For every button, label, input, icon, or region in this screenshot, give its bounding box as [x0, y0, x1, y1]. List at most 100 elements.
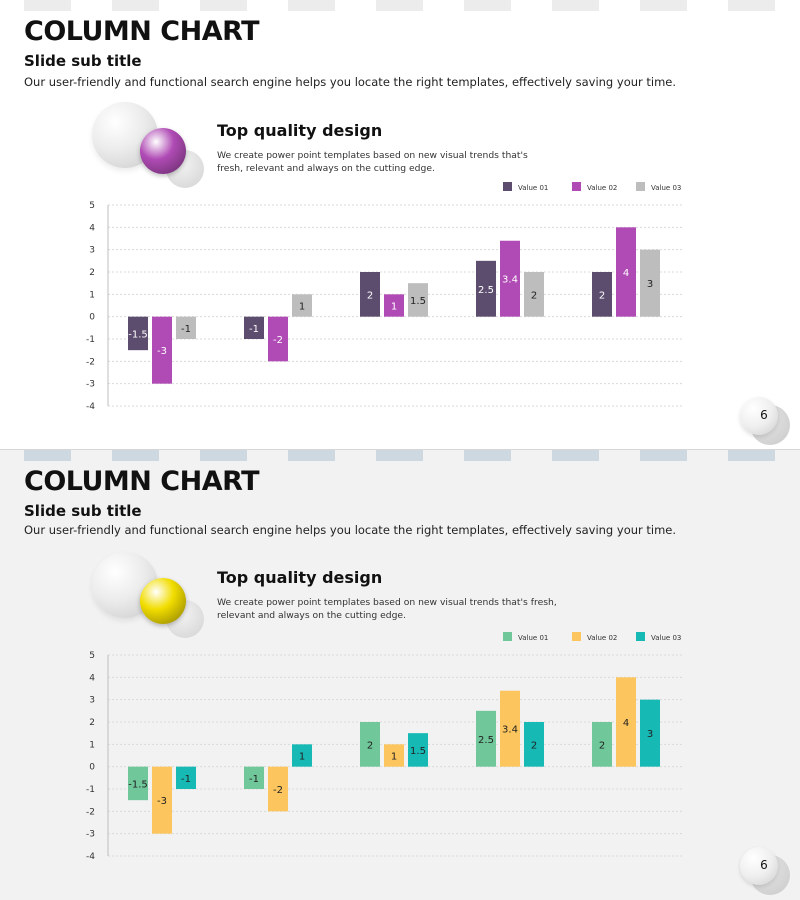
top-bar-segment — [112, 450, 159, 461]
y-tick-label: -3 — [86, 830, 95, 840]
legend-swatch — [503, 182, 512, 191]
bar-value-01 — [476, 260, 496, 317]
y-tick-label: 0 — [89, 313, 95, 323]
data-label: 2 — [531, 740, 537, 751]
data-label: 3.4 — [502, 275, 518, 286]
block-text: We create power point templates based on… — [217, 150, 528, 174]
slide-subtitle: Slide sub title — [24, 502, 142, 520]
bar-value-02 — [500, 240, 520, 317]
y-tick-label: 1 — [89, 740, 95, 750]
top-decoration-bar — [0, 450, 800, 461]
bar-value-02 — [268, 316, 288, 362]
y-tick-label: -1 — [86, 335, 95, 345]
data-label: 1 — [391, 752, 397, 763]
data-label: 3 — [647, 729, 653, 740]
data-label: 2.5 — [478, 285, 494, 296]
bar-value-03 — [176, 766, 196, 789]
legend-swatch — [503, 632, 512, 641]
slide-title: COLUMN CHART — [24, 16, 260, 47]
y-tick-label: 0 — [89, 763, 95, 773]
bar-value-03 — [524, 272, 544, 317]
data-label: 2 — [367, 290, 373, 301]
data-label: -1 — [249, 324, 259, 335]
column-chart-2: 5 4 3 2 1 0 -1 -2 -3 -4 Value 01 Value 02 Value 03 -1… — [86, 632, 684, 862]
top-bar-segment — [376, 0, 423, 11]
bar-value-02 — [152, 316, 172, 384]
y-tick-label: 5 — [89, 651, 95, 661]
y-tick-label: 3 — [89, 246, 95, 256]
slide-description: Our user-friendly and functional search … — [24, 523, 677, 537]
y-tick-label: -4 — [86, 852, 95, 862]
top-bar-segment — [288, 0, 335, 11]
legend-label: Value 01 — [518, 634, 548, 642]
y-tick-label: 5 — [89, 201, 95, 211]
data-label: -3 — [157, 796, 167, 807]
bar-value-02 — [268, 766, 288, 812]
data-label: 1 — [391, 302, 397, 313]
data-label: 1.5 — [410, 296, 426, 307]
block-title: Top quality design — [217, 568, 383, 587]
bar-value-03 — [640, 699, 660, 767]
legend-label: Value 02 — [587, 634, 617, 642]
bar-value-03 — [640, 249, 660, 317]
bar-value-01 — [360, 722, 380, 767]
top-bar-segment — [24, 450, 71, 461]
data-label: 1 — [299, 302, 305, 313]
page-number-badge: 6 — [738, 847, 792, 895]
top-bar-segment — [728, 450, 775, 461]
y-tick-label: 3 — [89, 696, 95, 706]
slide-1: COLUMN CHART Slide sub title Our user-fr… — [0, 0, 800, 450]
legend-label: Value 01 — [518, 184, 548, 192]
bar-value-01 — [244, 316, 264, 339]
slide-title: COLUMN CHART — [24, 466, 260, 497]
bar-value-03 — [408, 283, 428, 317]
slide-description: Our user-friendly and functional search … — [24, 75, 677, 89]
top-bar-segment — [640, 450, 687, 461]
slide-2: COLUMN CHART Slide sub title Our user-fr… — [0, 450, 800, 900]
data-label: -1 — [249, 774, 259, 785]
badge-sphere-icon — [740, 847, 778, 885]
decorative-spheres — [88, 98, 218, 198]
data-label: -2 — [273, 335, 283, 346]
data-label: 1.5 — [410, 746, 426, 757]
bar-value-03 — [524, 722, 544, 767]
bar-value-01 — [592, 722, 612, 767]
y-tick-label: -2 — [86, 807, 95, 817]
top-bar-segment — [24, 0, 71, 11]
data-label: 2 — [367, 740, 373, 751]
bar-value-01 — [592, 272, 612, 317]
page-number: 6 — [760, 858, 768, 872]
y-tick-label: -3 — [86, 380, 95, 390]
legend-swatch — [572, 182, 581, 191]
legend-swatch — [572, 632, 581, 641]
data-label: 4 — [623, 718, 629, 729]
block-text: We create power point templates based on… — [217, 597, 557, 621]
bar-value-03 — [292, 744, 312, 767]
bar-value-02 — [616, 677, 636, 767]
decorative-spheres — [88, 548, 218, 648]
top-bar-segment — [112, 0, 159, 11]
accent-sphere-icon — [140, 578, 186, 624]
top-bar-segment — [200, 0, 247, 11]
bar-value-01 — [360, 272, 380, 317]
page-number-badge: 6 — [738, 397, 792, 445]
data-label: -1 — [181, 324, 191, 335]
bar-value-03 — [292, 294, 312, 317]
page-number: 6 — [760, 408, 768, 422]
legend-label: Value 03 — [651, 184, 681, 192]
y-tick-label: 1 — [89, 290, 95, 300]
y-tick-label: -4 — [86, 402, 95, 412]
accent-sphere-icon — [140, 128, 186, 174]
bar-value-02 — [500, 690, 520, 767]
bar-value-01 — [128, 766, 148, 801]
bar-value-01 — [244, 766, 264, 789]
y-tick-label: 4 — [89, 673, 95, 683]
bar-value-02 — [616, 227, 636, 317]
data-label: -2 — [273, 785, 283, 796]
top-bar-segment — [640, 0, 687, 11]
data-label: 3 — [647, 279, 653, 290]
top-bar-segment — [552, 0, 599, 11]
data-label: 2.5 — [478, 735, 494, 746]
y-tick-label: 2 — [89, 268, 95, 278]
y-tick-label: -1 — [86, 785, 95, 795]
